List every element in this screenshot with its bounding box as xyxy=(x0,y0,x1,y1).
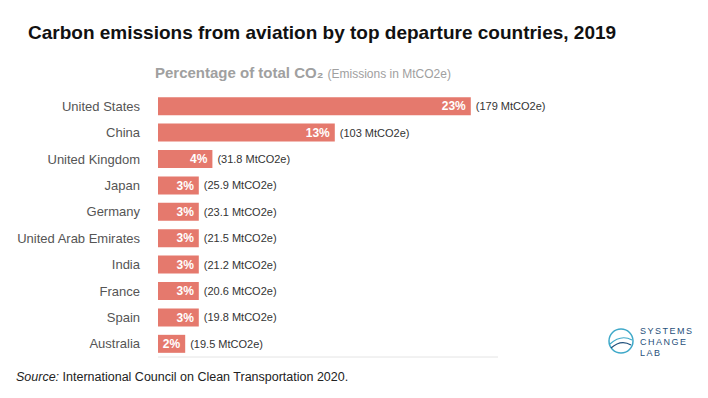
svg-text:United Kingdom: United Kingdom xyxy=(48,152,141,167)
svg-text:2%: 2% xyxy=(163,337,181,351)
html-text:SYSTEMS: SYSTEMS xyxy=(640,326,694,336)
html-text:Carbon emissions from aviation: Carbon emissions from aviation by top de… xyxy=(28,22,617,43)
svg-text:China: China xyxy=(106,125,141,140)
svg-text:3%: 3% xyxy=(176,311,194,325)
svg-text:Australia: Australia xyxy=(89,336,140,351)
svg-text:India: India xyxy=(112,257,141,272)
svg-text:(179 MtCO2e): (179 MtCO2e) xyxy=(476,100,546,112)
svg-text:(20.6 MtCO2e): (20.6 MtCO2e) xyxy=(204,285,277,297)
svg-text:(31.8 MtCO2e): (31.8 MtCO2e) xyxy=(217,153,290,165)
svg-text:(23.1 MtCO2e): (23.1 MtCO2e) xyxy=(204,206,277,218)
svg-text:Spain: Spain xyxy=(107,310,140,325)
svg-text:(21.2 MtCO2e): (21.2 MtCO2e) xyxy=(204,259,277,271)
html-text:Source: International Council: Source: International Council on Clean T… xyxy=(16,370,349,384)
svg-text:United States: United States xyxy=(62,99,141,114)
svg-text:3%: 3% xyxy=(176,205,194,219)
svg-text:4%: 4% xyxy=(190,152,208,166)
html-text:Percentage of total CO₂(Emissi: Percentage of total CO₂(Emissions in MtC… xyxy=(155,64,451,81)
svg-text:Japan: Japan xyxy=(105,178,140,193)
svg-text:3%: 3% xyxy=(176,284,194,298)
svg-text:France: France xyxy=(100,284,140,299)
svg-text:23%: 23% xyxy=(442,99,466,113)
svg-text:13%: 13% xyxy=(306,126,330,140)
svg-text:(19.8 MtCO2e): (19.8 MtCO2e) xyxy=(204,311,277,323)
html-text:CHANGE: CHANGE xyxy=(640,337,688,347)
svg-text:Germany: Germany xyxy=(87,204,141,219)
svg-text:3%: 3% xyxy=(176,258,194,272)
svg-text:(103 MtCO2e): (103 MtCO2e) xyxy=(340,127,410,139)
svg-text:United Arab Emirates: United Arab Emirates xyxy=(17,231,140,246)
svg-text:3%: 3% xyxy=(176,179,194,193)
svg-text:(25.9 MtCO2e): (25.9 MtCO2e) xyxy=(204,179,277,191)
svg-text:(21.5 MtCO2e): (21.5 MtCO2e) xyxy=(204,232,277,244)
svg-text:(19.5 MtCO2e): (19.5 MtCO2e) xyxy=(190,338,263,350)
html-text:LAB: LAB xyxy=(640,348,662,358)
svg-text:3%: 3% xyxy=(176,231,194,245)
